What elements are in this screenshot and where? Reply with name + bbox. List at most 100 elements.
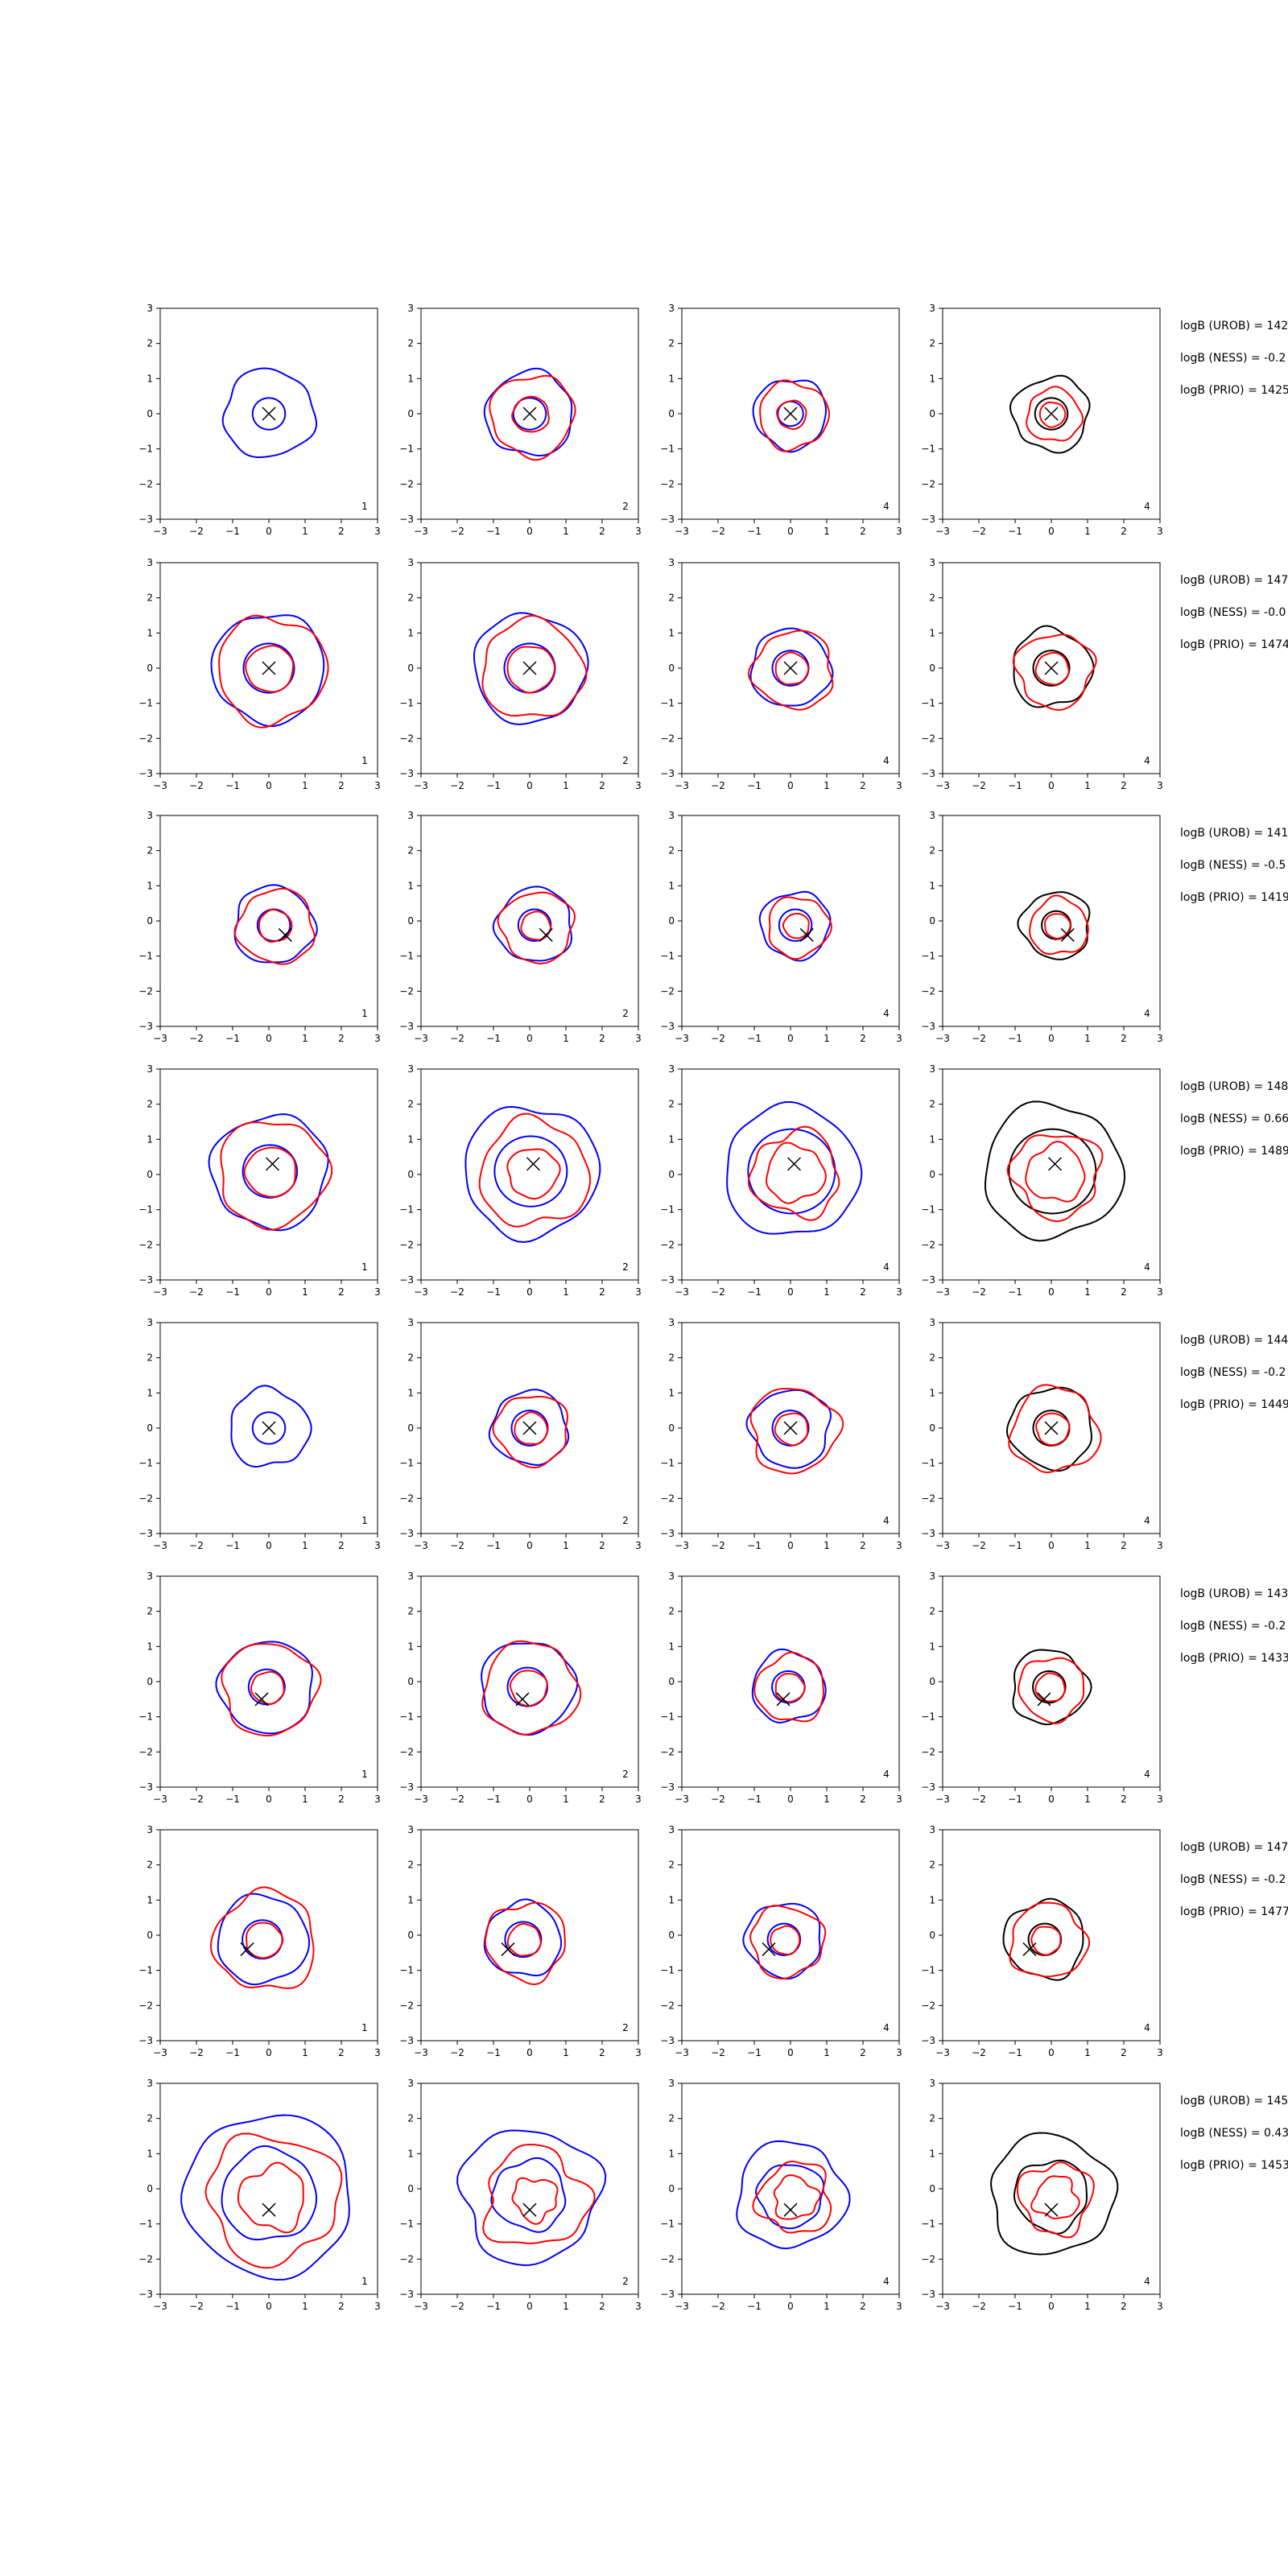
- red-contour: [204, 2132, 343, 2269]
- red-contour: [237, 2161, 304, 2234]
- x-tick-label: −1: [225, 1540, 240, 1551]
- y-tick-label: −2: [138, 478, 153, 489]
- true-value-marker: [240, 1942, 254, 1957]
- red-contour: [753, 1651, 824, 1723]
- x-tick-label: 2: [860, 780, 866, 791]
- x-tick-label: 0: [1048, 1033, 1055, 1044]
- y-tick-label: 0: [668, 1930, 675, 1941]
- x-tick-label: −1: [225, 2301, 240, 2312]
- y-tick-label: 0: [929, 408, 935, 419]
- y-tick-label: 0: [407, 663, 414, 674]
- column-label: 2: [622, 1261, 629, 1273]
- x-tick-label: 2: [860, 2301, 866, 2312]
- x-tick-label: 3: [1157, 1033, 1163, 1044]
- black-contour: [1027, 1922, 1063, 1956]
- red-contour: [1018, 1657, 1085, 1724]
- y-tick-label: −3: [138, 1528, 153, 1539]
- y-tick-label: −2: [660, 1746, 675, 1757]
- true-value-marker: [262, 407, 276, 421]
- axes-frame: [420, 1575, 639, 1788]
- red-contour: [245, 645, 295, 693]
- panel-r3-c3: −3−3 −2 −2 −1 −1 0 0 1 1 2 2 3 3 4: [660, 810, 902, 1044]
- x-tick-label: −2: [972, 1540, 986, 1551]
- column-label: 4: [1144, 755, 1150, 766]
- panel-r8-c4: −3−3 −2 −2 −1 −1 0 0 1 1 2 2 3 3 4: [921, 2078, 1163, 2312]
- y-tick-label: 3: [407, 557, 414, 568]
- red-contour: [747, 630, 834, 711]
- y-tick-label: −2: [660, 2253, 675, 2264]
- blue-contour: [752, 379, 828, 453]
- y-tick-label: −3: [399, 2035, 414, 2046]
- y-tick-label: −1: [399, 1204, 414, 1216]
- y-tick-label: 3: [929, 1063, 935, 1075]
- x-tick-label: 0: [526, 1540, 533, 1551]
- x-tick-label: 0: [266, 2301, 272, 2312]
- x-tick-label: 0: [526, 1794, 533, 1805]
- y-tick-label: 3: [407, 810, 414, 821]
- red-contour: [250, 1670, 285, 1705]
- y-tick-label: 3: [147, 810, 153, 821]
- red-contour: [770, 1925, 801, 1956]
- panel-r8-c3: −3−3 −2 −2 −1 −1 0 0 1 1 2 2 3 3 4: [660, 2078, 902, 2312]
- x-tick-label: −1: [747, 1286, 762, 1298]
- red-contour: [1012, 634, 1097, 712]
- y-tick-label: 0: [929, 1930, 935, 1941]
- y-tick-label: 0: [407, 2183, 414, 2194]
- y-tick-label: 3: [929, 1571, 935, 1582]
- x-tick-label: −2: [972, 2301, 986, 2312]
- logb-annotation: logB (PRIO) = 1489: [1180, 1145, 1288, 1158]
- x-tick-label: 1: [302, 1286, 308, 1298]
- x-tick-label: 2: [860, 526, 866, 537]
- true-value-marker: [522, 407, 537, 421]
- y-tick-label: −3: [138, 1274, 153, 1286]
- y-tick-label: 3: [668, 1317, 675, 1328]
- axes-frame: [681, 815, 900, 1027]
- x-tick-label: −1: [747, 526, 762, 537]
- y-tick-label: 3: [668, 557, 675, 568]
- x-tick-label: 3: [1157, 1794, 1163, 1805]
- x-tick-label: 2: [599, 1033, 605, 1044]
- column-label: 1: [361, 1769, 368, 1780]
- y-tick-label: 1: [668, 2148, 675, 2159]
- red-contour: [482, 2143, 596, 2244]
- red-contour: [1006, 1134, 1104, 1223]
- y-tick-label: 3: [929, 2078, 935, 2089]
- panel-r7-c1: −3−3 −2 −2 −1 −1 0 0 1 1 2 2 3 3 1: [138, 1824, 381, 2058]
- y-tick-label: 2: [407, 1606, 414, 1617]
- x-tick-label: 2: [338, 2301, 345, 2312]
- true-value-marker: [526, 1157, 541, 1171]
- x-tick-label: −1: [1008, 2047, 1022, 2058]
- x-tick-label: 1: [563, 2047, 569, 2058]
- x-tick-label: −3: [414, 780, 428, 791]
- y-tick-label: −2: [399, 985, 414, 997]
- y-tick-label: −1: [660, 444, 675, 455]
- x-tick-label: −3: [153, 526, 167, 537]
- x-tick-label: −2: [189, 2047, 204, 2058]
- x-tick-label: −3: [935, 1033, 950, 1044]
- y-tick-label: −2: [399, 2253, 414, 2264]
- y-tick-label: −2: [660, 1492, 675, 1504]
- y-tick-label: −1: [921, 698, 935, 709]
- panel-r1-c4: −3−3 −2 −2 −1 −1 0 0 1 1 2 2 3 3 4: [921, 303, 1163, 537]
- x-tick-label: −3: [675, 1540, 689, 1551]
- blue-contour: [749, 627, 834, 707]
- x-tick-label: 3: [1157, 526, 1163, 537]
- x-tick-label: 0: [526, 1033, 533, 1044]
- red-contour: [774, 1412, 809, 1447]
- x-tick-label: −3: [153, 1794, 167, 1805]
- black-contour: [1002, 1897, 1084, 1981]
- x-tick-label: 3: [374, 1286, 381, 1298]
- x-tick-label: 3: [635, 2301, 642, 2312]
- y-tick-label: 3: [668, 810, 675, 821]
- y-tick-label: −2: [399, 1239, 414, 1250]
- logb-annotation: logB (UROB) = 141: [1180, 827, 1288, 840]
- y-tick-label: 0: [147, 408, 153, 419]
- x-tick-label: 0: [526, 526, 533, 537]
- x-tick-label: −1: [747, 1794, 762, 1805]
- red-contour: [506, 646, 556, 694]
- y-tick-label: −2: [138, 985, 153, 997]
- y-tick-label: −1: [921, 1711, 935, 1723]
- y-tick-label: 1: [668, 1641, 675, 1652]
- column-label: 4: [1144, 1769, 1150, 1780]
- x-tick-label: −2: [189, 2301, 204, 2312]
